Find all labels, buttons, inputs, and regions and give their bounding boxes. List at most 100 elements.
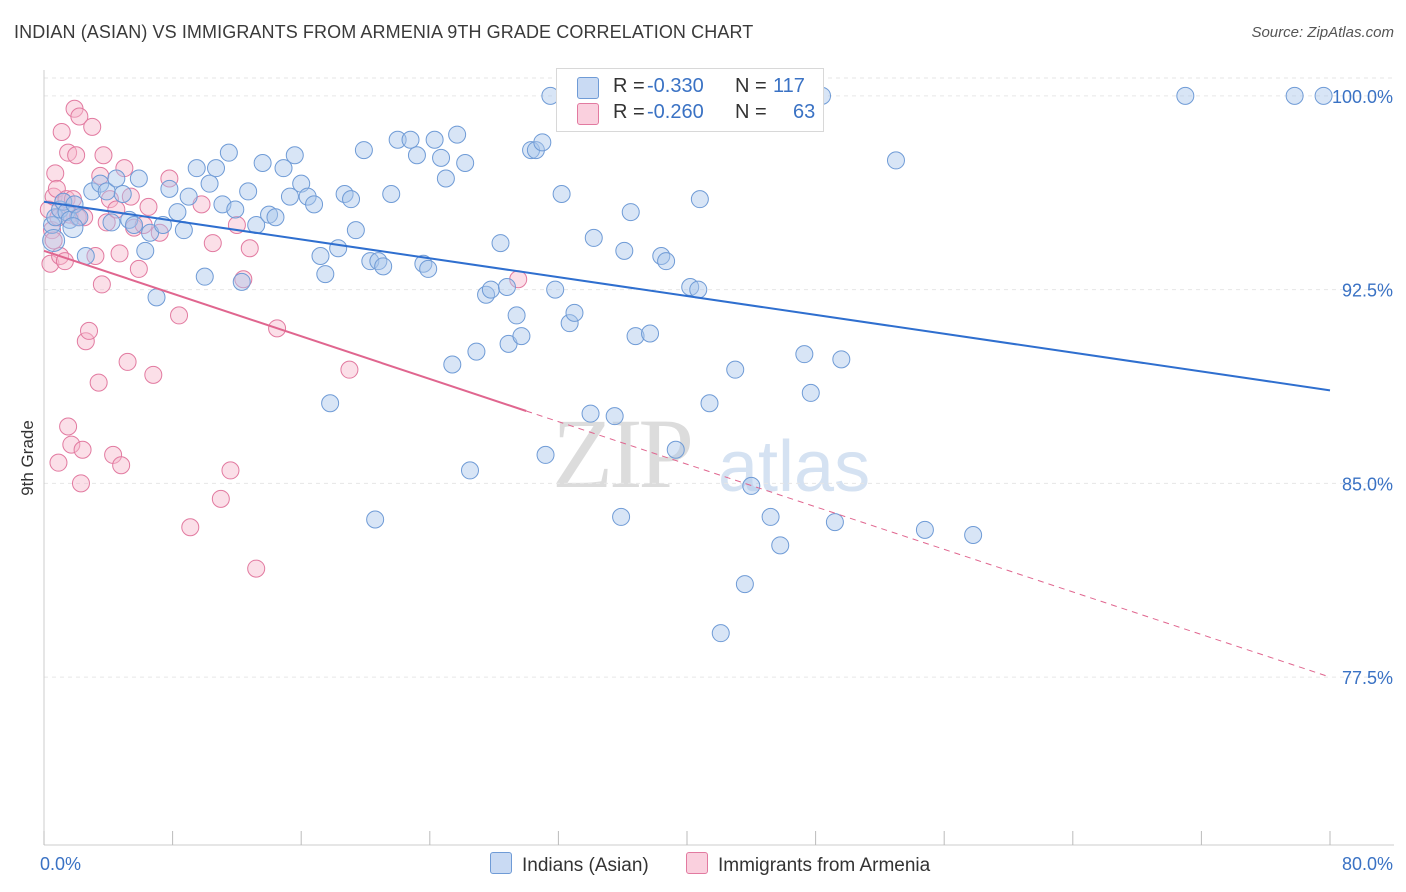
indian-point: [136, 241, 155, 260]
armenia-point: [112, 456, 131, 475]
indian-point: [456, 154, 475, 172]
indian-point: [200, 174, 219, 193]
armenia-point: [73, 440, 92, 459]
indian-point: [382, 185, 401, 203]
indian-point: [232, 272, 251, 291]
y-tick-label: 100.0%: [1332, 87, 1393, 107]
indian-point: [546, 280, 565, 299]
armenia-point: [91, 166, 110, 185]
armenia-point: [340, 360, 359, 379]
indian-point: [641, 324, 660, 343]
bottom-legend-label: Indians (Asian): [522, 855, 649, 876]
y-tick-label: 77.5%: [1342, 668, 1393, 688]
indian-point: [460, 461, 479, 480]
indian-point: [477, 285, 496, 304]
indian-point: [726, 360, 745, 379]
armenia-point: [41, 254, 60, 273]
x-tick-label-min: 0.0%: [40, 854, 81, 874]
indian-point: [305, 195, 324, 214]
indian-point: [507, 306, 526, 325]
axes: [43, 70, 1394, 846]
armenia-point: [203, 234, 222, 253]
bottom-legend-label: Immigrants from Armenia: [718, 855, 931, 876]
armenia-point: [76, 332, 95, 351]
indian-point: [581, 404, 600, 423]
indian-point: [239, 182, 258, 201]
armenia-point: [160, 169, 179, 188]
legend-r-value: -0.330: [647, 75, 704, 97]
grid-lines: [44, 77, 1394, 678]
indian-point: [552, 185, 571, 203]
armenia-point: [62, 435, 81, 454]
armenia-point: [129, 259, 148, 278]
armenia-point: [144, 365, 163, 384]
indian-point: [401, 130, 420, 149]
armenia-point: [170, 306, 189, 325]
armenia-point: [89, 373, 108, 392]
indian-point: [366, 510, 385, 529]
indian-point: [711, 624, 730, 643]
indian-point: [354, 141, 373, 160]
indian-point: [42, 229, 66, 252]
indian-point: [512, 327, 531, 346]
y-tick-label: 85.0%: [1342, 474, 1393, 494]
legend-n-label: N =: [735, 75, 767, 97]
armenia-point: [181, 518, 200, 537]
indian-point: [443, 355, 462, 374]
indian-point: [689, 280, 708, 299]
indian-point: [280, 187, 299, 206]
indian-point: [915, 520, 934, 539]
armenia-point: [46, 164, 65, 183]
legend-r-label: R =: [613, 75, 645, 97]
armenia-point: [221, 461, 240, 480]
indian-point: [70, 208, 89, 227]
indian-point: [62, 217, 84, 239]
source-credit: Source: ZipAtlas.com: [1251, 24, 1394, 41]
trend-lines: [43, 200, 1331, 678]
indian-point: [497, 278, 516, 296]
indian-point: [147, 288, 166, 307]
indian-point: [321, 394, 340, 413]
indian-point: [160, 179, 179, 198]
armenia-point: [211, 489, 230, 508]
indian-point: [666, 440, 685, 459]
legend-swatch-blue: [577, 77, 599, 99]
indian-point: [652, 247, 671, 265]
indian-point: [742, 476, 761, 495]
armenia-point: [139, 197, 158, 216]
armenia-point: [70, 107, 89, 126]
indian-point: [491, 234, 510, 253]
bottom-legend-swatch-blue: [490, 852, 512, 874]
indian-point: [1176, 86, 1195, 105]
armenia-point: [52, 123, 71, 141]
indian-point: [168, 203, 187, 222]
legend-swatch-pink: [577, 103, 599, 125]
x-tick-label-max: 80.0%: [1342, 854, 1393, 874]
indian-point: [536, 445, 555, 464]
watermark-atlas: atlas: [718, 427, 871, 507]
indian-point: [342, 190, 361, 209]
indian-point: [285, 146, 304, 165]
indian-point: [615, 241, 634, 260]
indian-point: [414, 254, 433, 273]
indian-point: [626, 327, 645, 346]
indian-point: [621, 203, 640, 222]
axis-labels: 77.5% 85.0% 92.5% 100.0% 0.0% 80.0% 9th Grade: [18, 87, 1393, 874]
indian-point: [886, 151, 905, 170]
indian-point: [700, 394, 719, 413]
indian-point: [407, 146, 426, 165]
indian-point: [825, 513, 844, 532]
bottom-legend-indian: Indians (Asian): [490, 852, 649, 877]
indian-point: [369, 252, 388, 271]
indian-point: [425, 130, 444, 149]
indian-point: [761, 507, 780, 526]
indian-point: [832, 350, 851, 369]
indian-point: [584, 228, 603, 247]
legend-n-value: 63: [793, 101, 816, 123]
indian-point: [481, 280, 500, 299]
indian-point: [346, 221, 365, 240]
indian-point: [1285, 86, 1304, 105]
armenia-point: [59, 417, 78, 436]
indian-point: [560, 314, 579, 333]
legend-n-label: N =: [735, 101, 767, 123]
